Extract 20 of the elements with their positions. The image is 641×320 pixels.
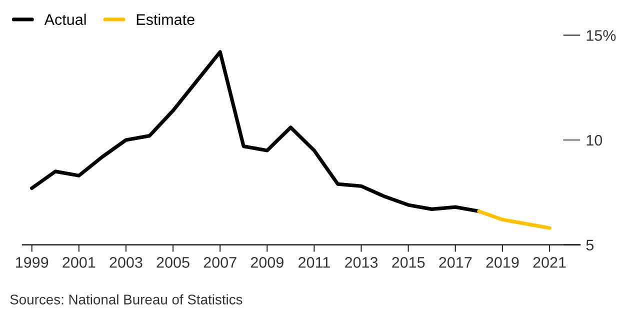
x-tick-label: 2013 bbox=[345, 257, 378, 268]
x-tick-label: 2005 bbox=[156, 257, 190, 268]
y-tick-label: 5 bbox=[586, 240, 594, 250]
x-tick-label: 2019 bbox=[486, 257, 519, 268]
y-tick-label: 10 bbox=[586, 134, 602, 146]
legend-label: Estimate bbox=[136, 14, 194, 25]
x-tick-label: 2021 bbox=[533, 257, 566, 268]
legend-label: Actual bbox=[44, 14, 86, 25]
x-tick-label: 2015 bbox=[392, 257, 425, 268]
line-series bbox=[477, 209, 552, 230]
y-tick-label: 15% bbox=[586, 30, 616, 41]
x-tick-label: 2009 bbox=[250, 257, 284, 268]
line-series bbox=[30, 50, 481, 214]
x-tick-label: 2017 bbox=[439, 257, 472, 268]
source-note: Sources: National Bureau of Statistics bbox=[10, 294, 242, 304]
x-tick-label: 2007 bbox=[204, 257, 236, 268]
x-tick-label: 1999 bbox=[16, 257, 48, 268]
x-tick-label: 2011 bbox=[298, 257, 330, 268]
x-tick-label: 2001 bbox=[62, 257, 96, 268]
x-tick-label: 2003 bbox=[110, 257, 142, 268]
